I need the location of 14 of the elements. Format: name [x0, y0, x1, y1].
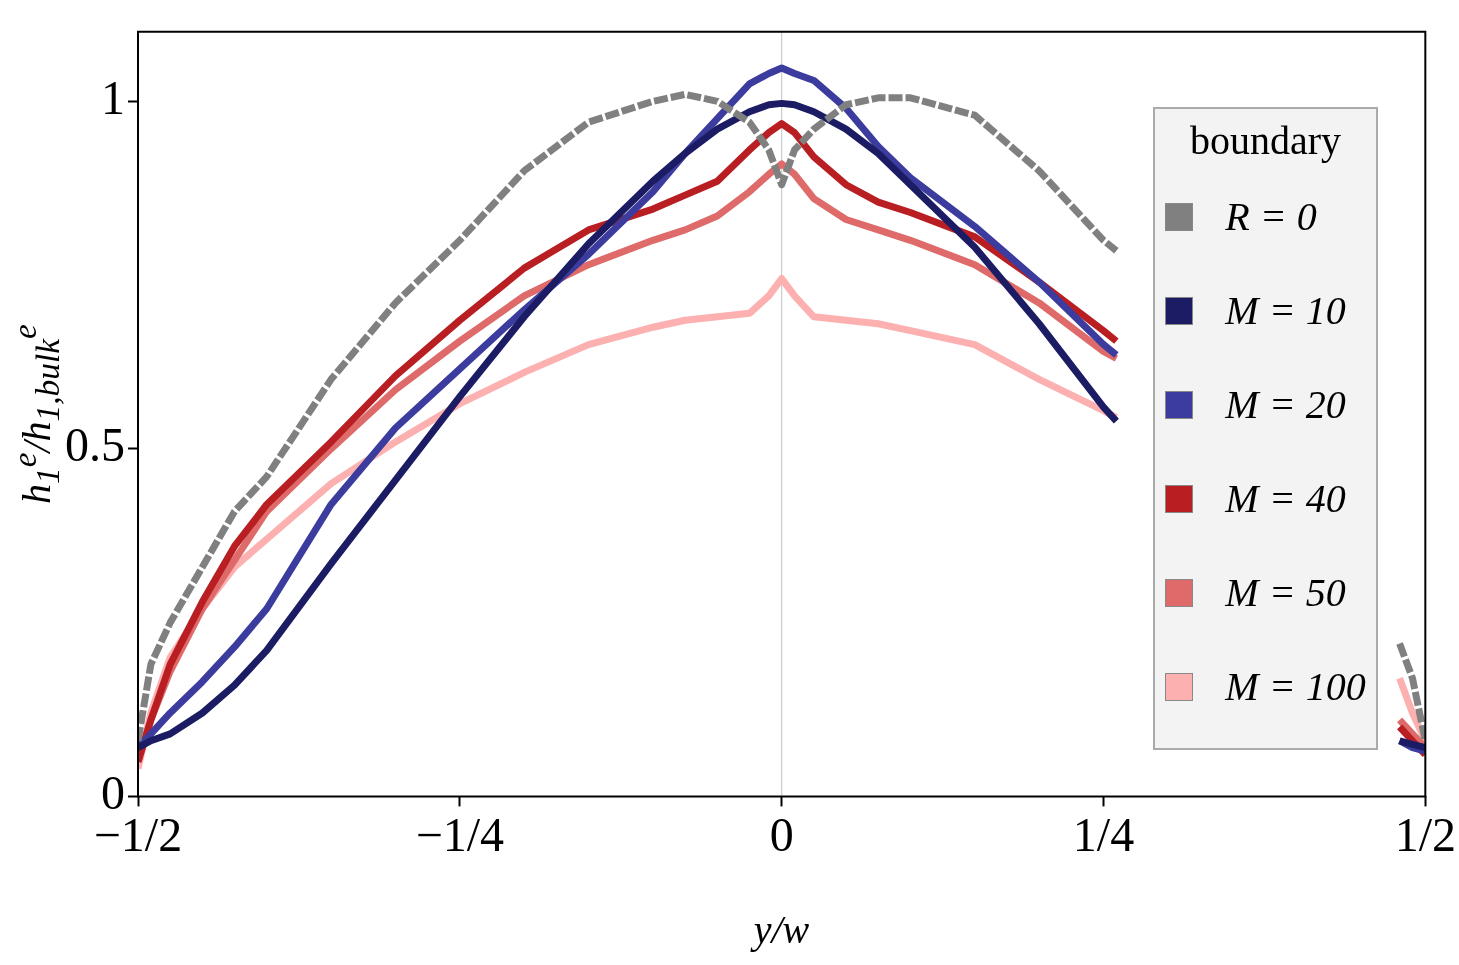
x-tick-label: 1/4: [1072, 807, 1135, 861]
y-tick-label: 0.5: [65, 418, 125, 472]
legend-label: M = 20: [1225, 381, 1346, 429]
legend-label: M = 40: [1225, 475, 1346, 523]
x-tick-label: −1/4: [415, 807, 505, 861]
x-tick-label: 0: [769, 807, 794, 861]
x-tick-label: 1/2: [1394, 807, 1456, 861]
y-tick-label: 0: [101, 766, 125, 820]
legend-label: M = 10: [1225, 287, 1346, 335]
legend-label: M = 100: [1225, 663, 1366, 711]
legend-label: M = 50: [1225, 569, 1346, 617]
legend-label: R = 0: [1225, 193, 1317, 241]
y-tick-label: 1: [101, 70, 125, 124]
legend-title: boundary: [1188, 116, 1342, 164]
